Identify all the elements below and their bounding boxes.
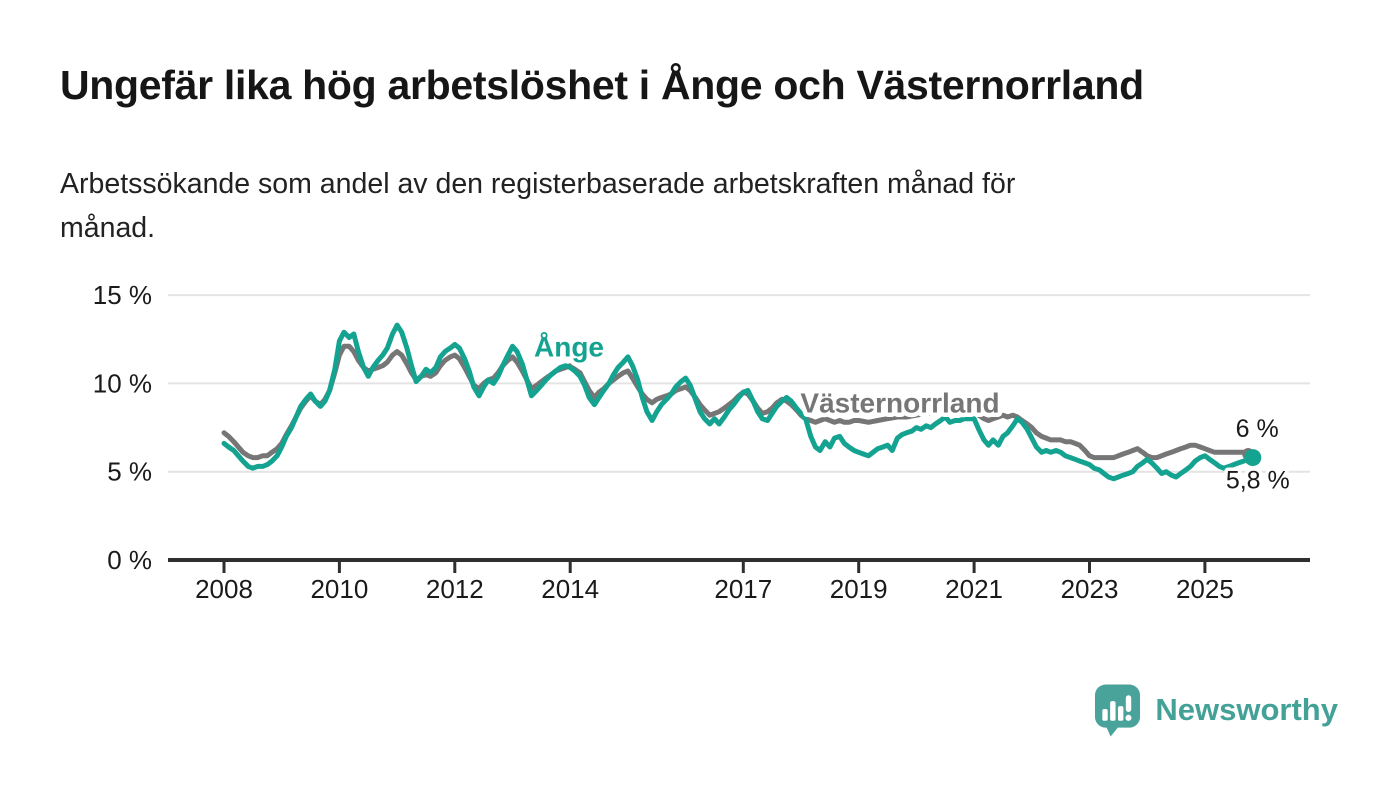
y-tick-label: 10 % (93, 368, 152, 398)
x-tick-label: 2021 (945, 574, 1003, 604)
end-label-vasternorrland: 6 % (1236, 415, 1279, 443)
newsworthy-logo-text: Newsworthy (1155, 692, 1338, 727)
end-dot-ange (1244, 449, 1262, 467)
x-tick-label: 2008 (195, 574, 253, 604)
chart-subtitle: Arbetssökande som andel av den registerb… (60, 168, 1016, 245)
end-label-ange: 5,8 % (1226, 467, 1290, 495)
x-tick-label: 2012 (426, 574, 484, 604)
x-tick-label: 2010 (310, 574, 368, 604)
series-line-ange (221, 322, 1256, 482)
x-tick-label: 2014 (541, 574, 599, 604)
x-tick-label: 2017 (714, 574, 772, 604)
series-label-ange: Ånge (534, 332, 604, 363)
series-line-vasternorrland (221, 343, 1251, 461)
x-tick-label: 2019 (830, 574, 888, 604)
x-tick-label: 2025 (1176, 574, 1234, 604)
newsworthy-logo: Newsworthy (1093, 683, 1338, 737)
y-tick-label: 15 % (93, 280, 152, 310)
y-tick-label: 5 % (107, 457, 152, 487)
x-tick-label: 2023 (1061, 574, 1119, 604)
newsworthy-logo-icon (1095, 684, 1141, 737)
page-title: Ungefär lika hög arbetslöshet i Ånge och… (60, 62, 1144, 108)
y-tick-label: 0 % (107, 545, 152, 575)
series-label-vasternorrland: Västernorrland (800, 388, 999, 419)
